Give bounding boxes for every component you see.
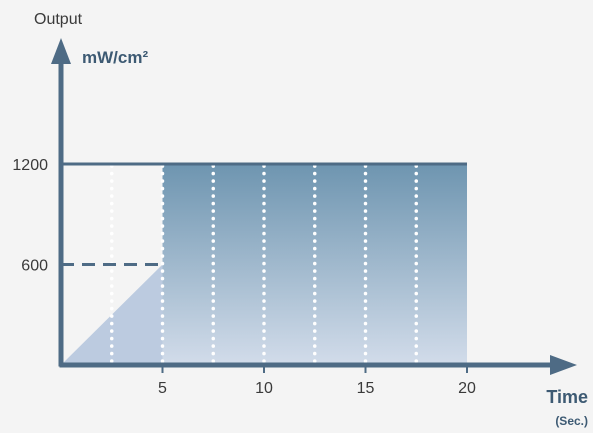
axes bbox=[51, 38, 577, 375]
y-axis-unit: mW/cm² bbox=[82, 48, 148, 67]
tick-labels: 5 10 15 20 600 1200 bbox=[12, 157, 476, 397]
x-axis-title: Time bbox=[546, 387, 588, 407]
reference-lines bbox=[61, 162, 467, 266]
x-tick-label: 10 bbox=[255, 380, 273, 397]
x-axis-unit: (Sec.) bbox=[555, 414, 588, 428]
y-axis-arrow-icon bbox=[51, 38, 71, 64]
x-tick-label: 15 bbox=[357, 380, 375, 397]
x-axis-arrow-icon bbox=[550, 355, 577, 375]
y-tick-label: 1200 bbox=[12, 157, 48, 174]
y-tick-label: 600 bbox=[21, 258, 48, 275]
x-tick-label: 20 bbox=[458, 380, 476, 397]
y-axis-title: Output bbox=[34, 11, 83, 28]
x-tick-label: 5 bbox=[158, 380, 167, 397]
